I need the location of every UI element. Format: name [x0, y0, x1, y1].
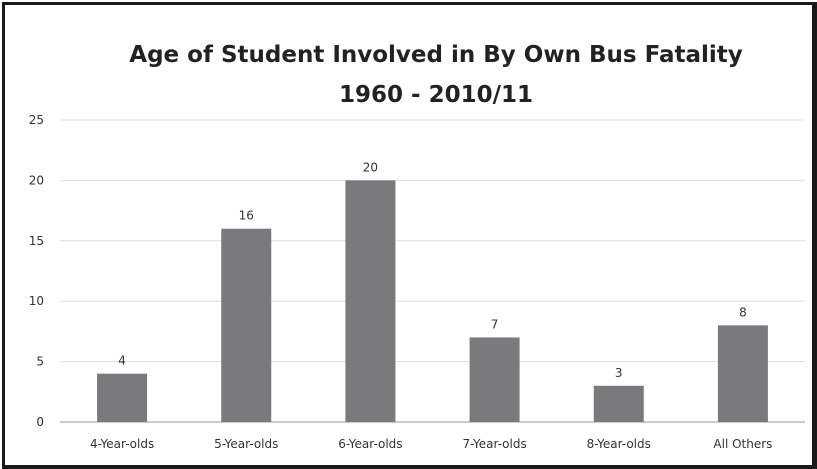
y-axis-ticks: 0 5 10 15 20 25	[29, 113, 44, 429]
y-tick-label: 25	[29, 113, 44, 127]
data-label: 7	[491, 317, 499, 331]
data-label: 16	[239, 209, 254, 223]
gridlines	[60, 119, 805, 423]
x-axis-ticks: 4-Year-olds 5-Year-olds 6-Year-olds 7-Year-…	[90, 437, 772, 451]
x-tick-label: All Others	[713, 437, 772, 451]
x-tick-label: 8-Year-olds	[587, 437, 651, 451]
y-tick-label: 20	[29, 173, 44, 187]
x-tick-label: 7-Year-olds	[462, 437, 526, 451]
x-tick-label: 6-Year-olds	[338, 437, 402, 451]
bars	[97, 180, 768, 422]
y-tick-label: 10	[29, 294, 44, 308]
data-label: 8	[739, 305, 747, 319]
x-tick-label: 5-Year-olds	[214, 437, 278, 451]
x-tick-label: 4-Year-olds	[90, 437, 154, 451]
y-tick-label: 0	[36, 415, 44, 429]
data-labels: 4 16 20 7 3 8	[118, 160, 746, 379]
data-label: 20	[363, 160, 378, 174]
bar	[221, 228, 272, 422]
bar	[345, 180, 396, 422]
bar	[717, 325, 768, 422]
data-label: 4	[118, 354, 126, 368]
data-label: 3	[615, 366, 623, 380]
bar	[469, 337, 520, 422]
y-tick-label: 15	[29, 234, 44, 248]
bar	[593, 385, 644, 422]
bar	[97, 373, 148, 422]
chart-subtitle: 1960 - 2010/11	[339, 82, 533, 108]
y-tick-label: 5	[36, 355, 44, 369]
chart-title: Age of Student Involved in By Own Bus Fa…	[129, 42, 743, 68]
